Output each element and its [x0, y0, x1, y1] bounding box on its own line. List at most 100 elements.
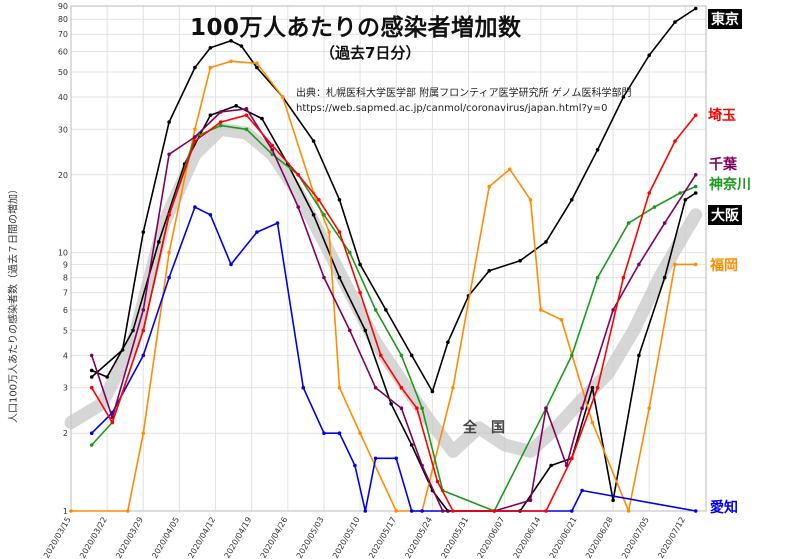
series-line-national	[64, 122, 703, 458]
x-tick-label: 2020/05/31	[439, 516, 470, 559]
label-tokyo: 東京	[708, 9, 742, 29]
data-point-神奈川	[399, 353, 404, 358]
data-point-埼玉	[570, 456, 574, 461]
y-tick-label: 2	[63, 429, 68, 438]
x-tick-label: 2020/07/12	[656, 516, 687, 559]
data-point-福岡	[693, 262, 698, 267]
data-point-神奈川	[693, 184, 698, 189]
y-tick-label: 10	[58, 249, 68, 258]
x-tick-label: 2020/03/29	[114, 516, 145, 559]
data-point-福岡	[229, 59, 233, 64]
source-line-2: https://web.sapmed.ac.jp/canmol/coronavi…	[296, 103, 608, 114]
data-point-東京	[239, 44, 244, 48]
label-kanagawa: 神奈川	[709, 177, 751, 193]
data-point-神奈川	[373, 308, 378, 312]
data-point-千葉	[218, 110, 223, 114]
data-point-千葉	[167, 152, 171, 157]
x-tick-label: 2020/06/21	[548, 516, 579, 559]
data-point-愛知	[409, 509, 414, 513]
data-point-東京	[193, 65, 197, 70]
data-point-大阪	[105, 375, 109, 379]
data-point-神奈川	[218, 123, 223, 128]
data-point-大阪	[131, 328, 135, 333]
data-point-愛知	[337, 431, 342, 436]
x-tick-label: 2020/04/19	[223, 516, 254, 559]
data-point-千葉	[141, 308, 146, 312]
x-tick-label: 2020/03/15	[42, 516, 73, 559]
data-point-東京	[647, 53, 651, 58]
series-line-福岡	[71, 60, 696, 512]
data-point-東京	[89, 375, 94, 379]
data-point-大阪	[389, 402, 393, 406]
data-point-埼玉	[451, 509, 455, 513]
data-point-埼玉	[399, 385, 404, 390]
y-tick-label: 70	[58, 30, 68, 39]
y-tick-label: 9	[63, 260, 68, 269]
data-point-東京	[384, 308, 388, 312]
data-point-東京	[518, 258, 522, 263]
data-point-大阪	[637, 353, 641, 358]
data-point-千葉	[89, 353, 94, 358]
y-axis-label: 人口100万人あたりの感染者数（過去７日間の増加）	[8, 183, 20, 424]
data-point-大阪	[157, 240, 161, 244]
data-point-福岡	[358, 431, 362, 436]
data-point-福岡	[590, 420, 595, 425]
y-tick-label: 40	[58, 93, 68, 102]
label-osaka: 大阪	[708, 205, 742, 225]
data-point-埼玉	[544, 509, 548, 513]
data-point-福岡	[451, 385, 455, 390]
x-tick-label: 2020/05/03	[295, 516, 326, 559]
data-point-愛知	[193, 205, 197, 209]
data-point-千葉	[580, 406, 584, 411]
label-aichi: 愛知	[710, 500, 738, 516]
y-tick-label: 20	[58, 171, 68, 180]
data-point-埼玉	[244, 113, 249, 117]
data-point-大阪	[662, 275, 667, 280]
data-point-大阪	[590, 385, 595, 390]
data-point-愛知	[570, 509, 574, 513]
grid	[70, 5, 706, 512]
data-point-東京	[409, 353, 414, 358]
data-point-福岡	[539, 308, 543, 312]
data-point-千葉	[420, 463, 424, 468]
x-tick-label: 2020/06/07	[476, 516, 507, 559]
data-point-埼玉	[492, 509, 497, 513]
data-point-神奈川	[322, 213, 326, 217]
data-point-福岡	[167, 250, 171, 255]
data-point-埼玉	[110, 420, 115, 425]
data-point-東京	[208, 46, 213, 50]
data-point-埼玉	[337, 230, 342, 234]
data-point-埼玉	[621, 275, 626, 280]
data-point-埼玉	[673, 139, 677, 143]
data-point-神奈川	[89, 443, 94, 447]
x-tick-label: 2020/06/28	[584, 516, 615, 559]
data-point-神奈川	[570, 353, 574, 358]
data-point-神奈川	[420, 406, 424, 411]
data-point-福岡	[280, 95, 285, 99]
data-point-埼玉	[167, 213, 171, 217]
data-point-愛知	[141, 353, 146, 358]
data-point-埼玉	[379, 353, 383, 358]
data-point-東京	[141, 230, 146, 234]
data-point-千葉	[373, 385, 378, 390]
data-point-大阪	[208, 113, 213, 117]
data-point-東京	[337, 198, 342, 202]
data-point-福岡	[528, 198, 533, 202]
data-point-福岡	[126, 509, 130, 513]
data-point-福岡	[487, 184, 492, 189]
data-point-愛知	[353, 463, 357, 468]
data-point-愛知	[373, 456, 378, 461]
data-point-福岡	[647, 406, 651, 411]
data-point-埼玉	[358, 290, 362, 295]
data-point-神奈川	[678, 191, 682, 195]
data-point-千葉	[662, 221, 667, 225]
data-point-福岡	[69, 509, 73, 513]
y-tick-label: 60	[58, 48, 68, 57]
data-point-愛知	[420, 509, 424, 513]
data-point-埼玉	[647, 191, 651, 195]
data-point-大阪	[363, 328, 368, 333]
y-tick-label: 3	[63, 384, 68, 393]
data-point-東京	[167, 120, 171, 124]
data-point-埼玉	[270, 143, 275, 148]
data-point-愛知	[322, 431, 326, 436]
